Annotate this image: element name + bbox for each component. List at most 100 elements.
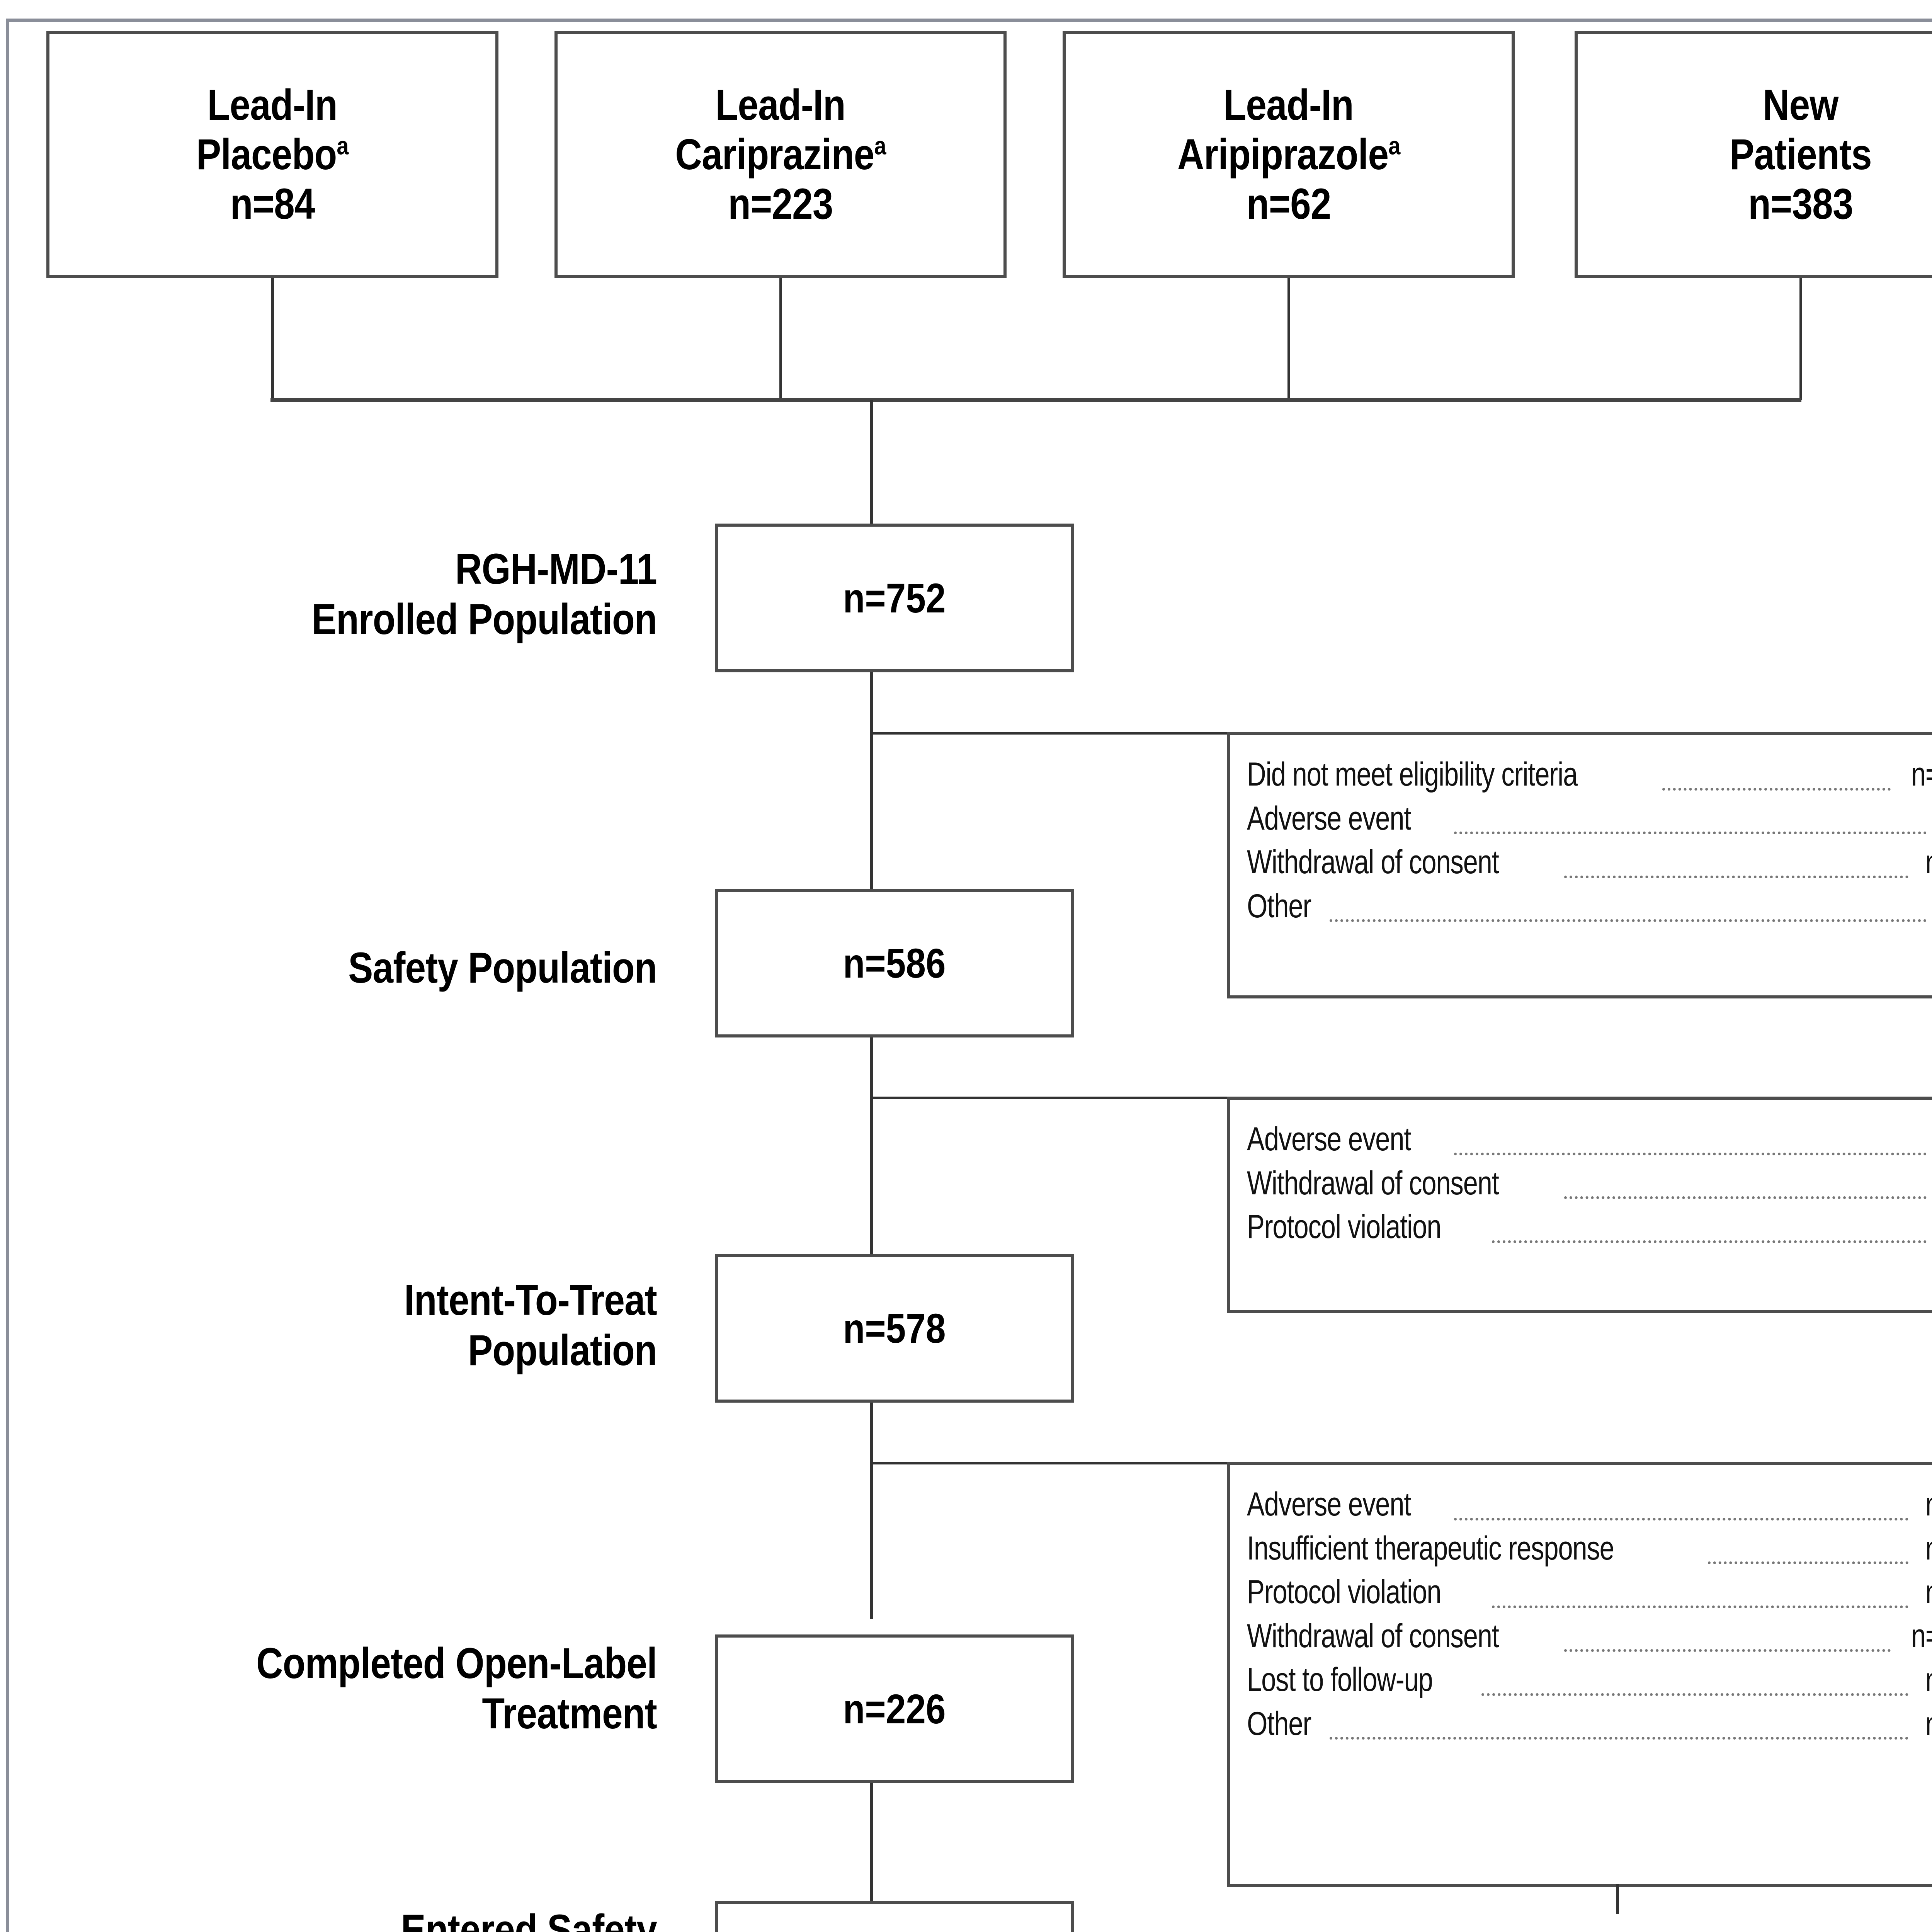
stage-label-completed-open-label-treatment: Completed Open-Label Treatment [92, 1638, 657, 1739]
connector-bus-top [270, 398, 1801, 402]
connector-followup-up-to-discontinuations [1616, 1884, 1619, 1932]
stage-box-count: n=752 [843, 574, 946, 622]
exclusion-label: Lost to follow-up [1247, 1658, 1433, 1702]
exclusion-label: Adverse event [1247, 797, 1411, 841]
exclusion-value: n=43 [1925, 1658, 1932, 1702]
exclusion-row: Protocol violation n=1 [1247, 1205, 1932, 1249]
exclusion-box-after-safety-population: Adverse event n=1 Withdrawal of consent … [1227, 1097, 1932, 1313]
exclusion-row: Other n=4 [1247, 884, 1932, 929]
exclusion-row: Withdrawal of consent n=148 [1247, 1614, 1932, 1658]
top-box-count: n=383 [1748, 179, 1853, 229]
exclusion-value: n=44 [1925, 1570, 1932, 1614]
connector-enrolled-down [870, 672, 873, 889]
stage-box-entered-safety-follow-up: n=390 [715, 1901, 1074, 1932]
footnote-marker-a: a [874, 132, 886, 160]
top-box-line2: Patients [1730, 130, 1872, 179]
exclusion-label: Insufficient therapeutic response [1247, 1527, 1614, 1571]
top-box-count: n=62 [1247, 179, 1331, 229]
connector-drop-aripiprazole [1287, 278, 1290, 400]
exclusion-row: Adverse event n=72 [1247, 1483, 1932, 1527]
exclusion-row: Withdrawal of consent n=6 [1247, 1162, 1932, 1206]
exclusion-label: Withdrawal of consent [1247, 840, 1499, 884]
top-box-new-patients: New Patients n=383 [1575, 31, 1932, 278]
connector-safety-to-exclusions [870, 1097, 1230, 1099]
flowchart-canvas: Lead-In Placeboa n=84 Lead-In Cariprazin… [0, 0, 1932, 1932]
exclusion-label: Withdrawal of consent [1247, 1162, 1499, 1206]
top-box-line2: Cariprazinea [675, 130, 886, 179]
top-box-lead-in-cariprazine: Lead-In Cariprazinea n=223 [554, 31, 1007, 278]
exclusion-label: Withdrawal of consent [1247, 1614, 1499, 1658]
stage-label-entered-safety-follow-up: Entered Safety Follow-Upb [92, 1905, 657, 1932]
leader-dots [1492, 1605, 1908, 1608]
leader-dots [1564, 876, 1909, 878]
leader-dots [1564, 1196, 1927, 1199]
top-box-line2: Placeboa [196, 130, 349, 179]
top-box-line1: New [1763, 80, 1838, 130]
leader-dots [1708, 1561, 1908, 1564]
connector-drop-placebo [271, 278, 274, 400]
connector-itt-down [870, 1403, 873, 1619]
top-box-line1: Lead-In [716, 80, 845, 130]
leader-dots [1330, 919, 1927, 922]
stage-label-line2: Treatment [92, 1689, 657, 1739]
footnote-marker-a: a [337, 132, 349, 160]
top-box-line1: Lead-In [1224, 80, 1354, 130]
exclusion-label: Other [1247, 884, 1311, 929]
stage-box-intent-to-treat-population: n=578 [715, 1254, 1074, 1403]
stage-box-enrolled-population: n=752 [715, 524, 1074, 672]
stage-label-line1: Safety Population [92, 943, 657, 993]
exclusion-label: Protocol violation [1247, 1570, 1441, 1614]
exclusion-row: Other n=23 [1247, 1702, 1932, 1746]
stage-label-safety-population: Safety Population [92, 943, 657, 993]
stage-box-count: n=226 [843, 1685, 946, 1733]
leader-dots [1330, 1737, 1909, 1740]
exclusion-row: Lost to follow-up n=43 [1247, 1658, 1932, 1702]
exclusion-value: n=25 [1925, 840, 1932, 884]
exclusion-label: Adverse event [1247, 1117, 1411, 1162]
exclusion-row: Adverse event n=4 [1247, 797, 1932, 841]
exclusion-label: Did not meet eligibility criteria [1247, 753, 1577, 797]
footnote-marker-a: a [1388, 132, 1400, 160]
top-box-lead-in-placebo: Lead-In Placeboa n=84 [46, 31, 498, 278]
connector-bus-to-enrolled [870, 400, 873, 524]
exclusion-row: Insufficient therapeutic response n=22 [1247, 1527, 1932, 1571]
exclusion-value: n=72 [1925, 1483, 1932, 1527]
top-box-count: n=223 [728, 179, 833, 229]
leader-dots [1454, 1153, 1926, 1155]
connector-drop-cariprazine [779, 278, 782, 400]
top-box-count: n=84 [230, 179, 315, 229]
exclusion-label: Protocol violation [1247, 1205, 1441, 1249]
leader-dots [1662, 788, 1891, 791]
top-box-line1: Lead-In [207, 80, 337, 130]
connector-completed-down [870, 1783, 873, 1901]
stage-label-intent-to-treat-population: Intent-To-Treat Population [92, 1275, 657, 1376]
exclusion-box-after-enrollment: Did not meet eligibility criteria n=133 … [1227, 732, 1932, 998]
connector-drop-new-patients [1799, 278, 1802, 400]
top-box-lead-in-aripiprazole: Lead-In Aripiprazolea n=62 [1063, 31, 1515, 278]
connector-itt-to-discontinuations [870, 1462, 1230, 1464]
stage-label-line2: Population [92, 1325, 657, 1376]
exclusion-label: Other [1247, 1702, 1311, 1746]
leader-dots [1492, 1240, 1927, 1243]
connector-enrolled-to-exclusions [870, 732, 1230, 735]
stage-box-completed-open-label-treatment: n=226 [715, 1634, 1074, 1783]
exclusion-label: Adverse event [1247, 1483, 1411, 1527]
exclusion-row: Withdrawal of consent n=25 [1247, 840, 1932, 884]
exclusion-value: n=22 [1925, 1527, 1932, 1571]
stage-label-line1: Entered Safety [92, 1905, 657, 1932]
connector-safety-down [870, 1037, 873, 1254]
leader-dots [1564, 1649, 1891, 1652]
exclusion-value: n=133 [1911, 753, 1932, 797]
stage-label-enrolled-population: RGH-MD-11 Enrolled Population [92, 544, 657, 645]
leader-dots [1481, 1693, 1909, 1696]
stage-box-count: n=578 [843, 1304, 946, 1352]
exclusion-value: n=148 [1911, 1614, 1932, 1658]
top-box-line2: Aripiprazolea [1177, 130, 1400, 179]
exclusion-box-discontinuations: Adverse event n=72 Insufficient therapeu… [1227, 1462, 1932, 1887]
leader-dots [1454, 1518, 1908, 1520]
exclusion-row: Protocol violation n=44 [1247, 1570, 1932, 1614]
stage-label-line1: RGH-MD-11 [92, 544, 657, 594]
stage-box-count: n=586 [843, 939, 946, 987]
exclusion-row: Adverse event n=1 [1247, 1117, 1932, 1162]
stage-label-line1: Intent-To-Treat [92, 1275, 657, 1325]
